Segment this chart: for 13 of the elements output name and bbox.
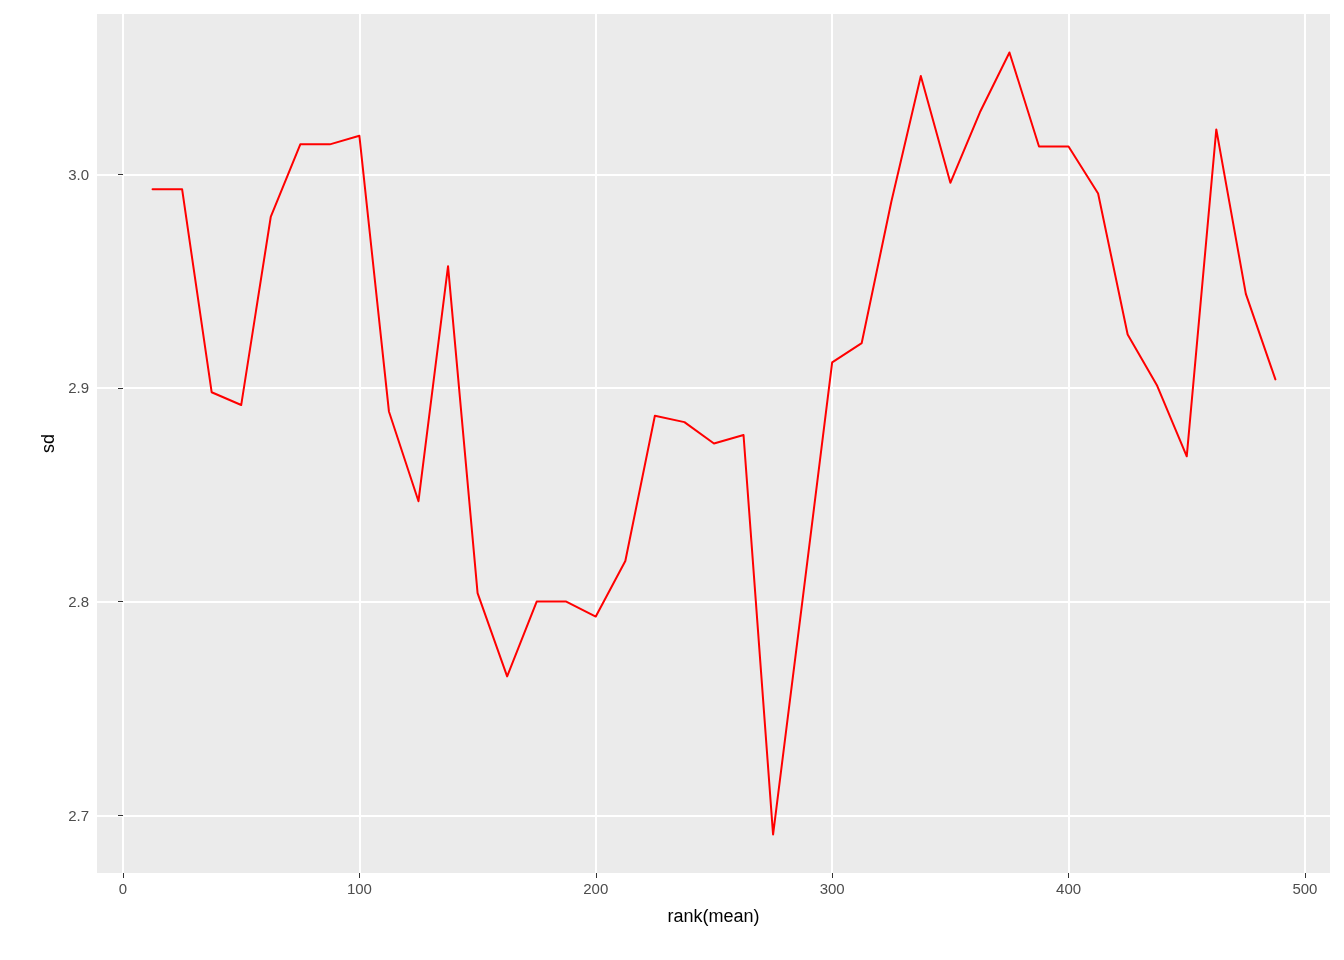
x-tick-label: 400 [1056, 880, 1082, 897]
line-series [151, 51, 1277, 836]
x-tick-label: 100 [346, 880, 372, 897]
x-tick-label: 300 [819, 880, 845, 897]
y-axis-title: sd [38, 433, 58, 454]
x-tick-label: 200 [583, 880, 609, 897]
y-tick-label: 3.0 [68, 165, 89, 183]
y-tick-label: 2.9 [68, 379, 89, 397]
y-tick-label: 2.7 [68, 806, 89, 824]
y-tick-label: 2.8 [68, 593, 89, 611]
x-axis-title: rank(mean) [667, 906, 760, 926]
x-tick-label: 0 [118, 880, 128, 897]
x-tick-label: 500 [1292, 880, 1318, 897]
